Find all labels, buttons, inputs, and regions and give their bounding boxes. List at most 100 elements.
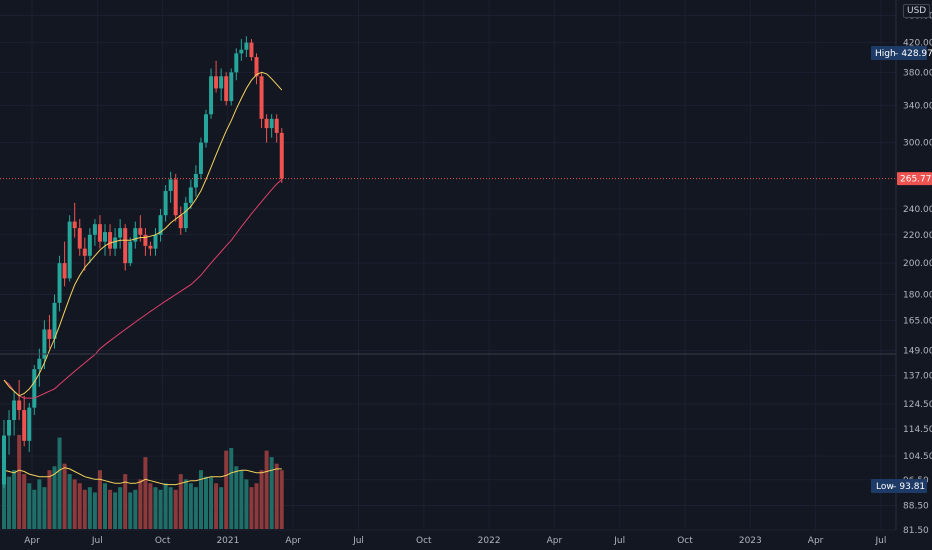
candle-body: [188, 187, 193, 203]
time-tick-label: Oct: [677, 536, 693, 546]
volume-ma-line: [3, 467, 282, 486]
low-badge-label: Low: [876, 482, 894, 492]
high-badge-label: High: [875, 49, 896, 59]
volume-bar: [123, 474, 128, 529]
volume-bar: [108, 489, 113, 529]
volume-bar: [204, 476, 208, 529]
time-tick-label: Apr: [285, 536, 301, 546]
price-tick-label: 104.50: [903, 452, 932, 462]
time-tick-label: Jul: [91, 536, 103, 546]
volume-bar: [92, 492, 97, 529]
grid-lines: [0, 0, 896, 531]
volume-bar: [214, 483, 219, 529]
candle-body: [52, 302, 57, 339]
candle-body: [128, 241, 133, 264]
volume-bar: [148, 483, 153, 529]
volume-bar: [32, 489, 37, 529]
candle-body: [138, 228, 143, 235]
candle-body: [108, 232, 113, 249]
volume-bar: [128, 492, 133, 529]
candle-body: [87, 234, 92, 256]
sma-fast-line: [3, 71, 283, 397]
candle-body: [163, 190, 168, 216]
volume-bar: [234, 466, 239, 529]
candle-body: [209, 76, 214, 115]
volume-bar: [239, 470, 244, 529]
volume-bar: [269, 457, 274, 529]
candle-body: [57, 263, 62, 303]
price-tick-label: 380.00: [903, 68, 932, 78]
candle-body: [22, 410, 27, 441]
volume-bar: [103, 483, 107, 529]
volume-bar: [279, 470, 284, 529]
candle-body: [224, 76, 229, 102]
candle-body: [92, 224, 97, 235]
volume-bar: [67, 474, 72, 529]
volume-bar: [47, 470, 52, 529]
volume-bar: [193, 487, 198, 529]
candle-body: [37, 358, 42, 370]
price-tick-label: 300.00: [903, 139, 932, 149]
low-badge: Low – 93.81: [871, 479, 927, 493]
price-tick-label: 180.00: [903, 290, 932, 300]
candle-body: [42, 329, 47, 359]
volume-bar: [254, 483, 259, 529]
volume-bar: [2, 457, 6, 529]
price-tick-label: 124.50: [903, 400, 932, 410]
volume-bar: [264, 450, 269, 529]
candle-body: [183, 202, 188, 229]
volume-bar: [113, 492, 118, 529]
high-badge: High – 428.97: [871, 46, 932, 60]
volume-bar: [57, 437, 62, 529]
candle-body: [123, 228, 128, 264]
price-tick-label: 420.00: [903, 39, 932, 49]
price-tick-label: 200.00: [903, 259, 932, 269]
candle-body: [198, 142, 203, 174]
volume-bar: [77, 483, 82, 529]
volume-bar: [229, 447, 234, 529]
time-tick-label: 2022: [478, 536, 501, 546]
volume-bar: [143, 457, 148, 529]
time-tick-label: Apr: [808, 536, 824, 546]
high-badge-value: – 428.97: [894, 49, 932, 59]
candle-body: [173, 179, 178, 216]
candle-body: [77, 228, 82, 249]
price-tick-label: 149.00: [903, 347, 932, 357]
candle-body: [244, 42, 249, 50]
candlesticks: [2, 36, 284, 489]
time-tick-label: Oct: [416, 536, 432, 546]
low-badge-value: – 93.81: [892, 482, 925, 492]
volume-bars: [2, 434, 284, 529]
price-axis[interactable]: 460.00420.00380.00340.00300.00265.77240.…: [903, 12, 932, 536]
time-tick-label: Jul: [352, 536, 364, 546]
low-value: 93.81: [899, 482, 925, 492]
candle-body: [214, 76, 219, 89]
time-tick-label: Jul: [613, 536, 625, 546]
candle-body: [133, 228, 138, 242]
volume-bar: [52, 466, 57, 529]
volume-bar: [209, 476, 214, 529]
candle-body: [47, 329, 52, 339]
candle-body: [249, 42, 254, 58]
time-tick-label: Apr: [24, 536, 40, 546]
candle-body: [97, 224, 102, 242]
volume-bar: [22, 474, 27, 529]
volume-bar: [249, 487, 254, 529]
candle-body: [279, 132, 284, 179]
volume-bar: [138, 479, 143, 529]
volume-bar: [173, 489, 178, 529]
candle-body: [82, 248, 87, 256]
candle-body: [204, 114, 208, 143]
currency-label[interactable]: USD: [903, 4, 931, 18]
candle-body: [219, 76, 224, 89]
candle-body: [32, 369, 37, 408]
volume-bar: [244, 479, 249, 529]
price-tick-label: 81.50: [903, 526, 929, 536]
volume-bar: [153, 487, 158, 529]
volume-bar: [118, 487, 123, 529]
volume-bar: [259, 470, 264, 529]
time-axis[interactable]: Apr Jul Oct 2021 Apr Jul Oct 2022 Apr Jul Oct 2023 A…: [24, 536, 886, 546]
sma-slow-line: [3, 179, 283, 399]
low-dash: –: [892, 482, 899, 492]
